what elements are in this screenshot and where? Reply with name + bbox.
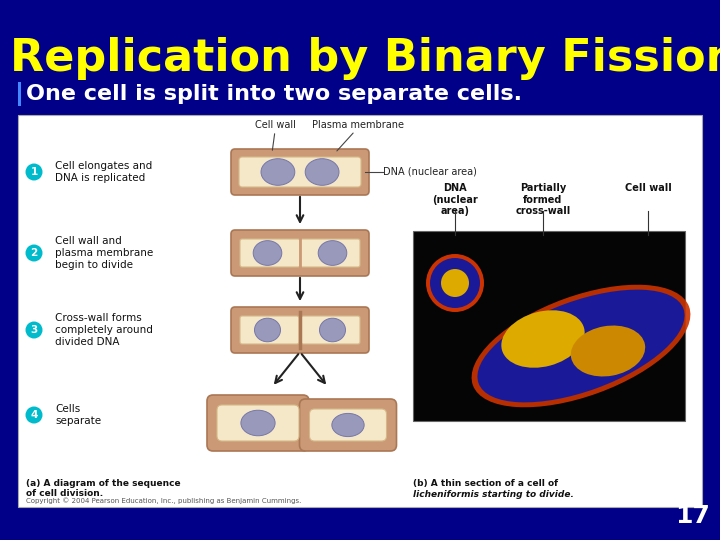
Text: Copyright © 2004 Pearson Education, Inc., publishing as Benjamin Cummings.: Copyright © 2004 Pearson Education, Inc.… [26,497,302,504]
Ellipse shape [305,159,339,185]
Circle shape [25,407,42,423]
Bar [18,115,702,507]
Text: One cell is split into two separate cells.: One cell is split into two separate cell… [26,84,522,104]
Text: Cell wall and
plasma membrane
begin to divide: Cell wall and plasma membrane begin to d… [55,237,153,269]
Text: DNA (nuclear area): DNA (nuclear area) [383,167,477,177]
FancyBboxPatch shape [240,239,300,267]
Text: Cell elongates and
DNA is replicated: Cell elongates and DNA is replicated [55,161,152,183]
Ellipse shape [430,258,480,308]
Text: 1: 1 [30,167,37,177]
FancyBboxPatch shape [300,399,397,451]
Ellipse shape [254,318,281,342]
Text: licheniformis starting to divide.: licheniformis starting to divide. [413,490,574,499]
Text: Partially
formed
cross-wall: Partially formed cross-wall [516,183,571,216]
Text: (b) A thin section of a cell of: (b) A thin section of a cell of [413,479,562,488]
Text: DNA
(nuclear
area): DNA (nuclear area) [432,183,478,216]
Bar [18,82,20,106]
Bar [413,231,685,421]
FancyBboxPatch shape [231,149,369,195]
Text: 17: 17 [675,504,710,528]
Text: (a) A diagram of the sequence
of cell division.: (a) A diagram of the sequence of cell di… [26,479,181,498]
Text: Cross-wall forms
completely around
divided DNA: Cross-wall forms completely around divid… [55,313,153,347]
FancyBboxPatch shape [231,230,369,276]
FancyBboxPatch shape [240,316,299,344]
FancyBboxPatch shape [231,307,369,353]
Ellipse shape [332,414,364,437]
Ellipse shape [241,410,275,436]
Circle shape [25,164,42,180]
Text: 2: 2 [30,248,37,258]
Text: 4: 4 [30,410,37,420]
Text: Replication by Binary Fission: Replication by Binary Fission [10,37,720,79]
Text: 3: 3 [30,325,37,335]
FancyBboxPatch shape [239,157,361,187]
FancyBboxPatch shape [301,316,360,344]
Ellipse shape [261,159,294,185]
FancyBboxPatch shape [207,395,309,451]
Text: Plasma membrane: Plasma membrane [312,120,404,130]
Text: Cell wall: Cell wall [255,120,295,130]
Ellipse shape [426,254,484,312]
Ellipse shape [472,285,690,407]
Ellipse shape [501,310,585,368]
Circle shape [25,321,42,339]
Ellipse shape [477,289,685,402]
Text: Cell wall: Cell wall [625,183,671,193]
Ellipse shape [318,241,347,265]
FancyBboxPatch shape [300,239,360,267]
Text: Cells
separate: Cells separate [55,404,101,426]
Ellipse shape [441,269,469,297]
FancyBboxPatch shape [217,405,299,441]
Circle shape [25,245,42,261]
FancyBboxPatch shape [310,409,387,441]
Ellipse shape [320,318,346,342]
Ellipse shape [571,326,645,376]
Ellipse shape [253,241,282,265]
